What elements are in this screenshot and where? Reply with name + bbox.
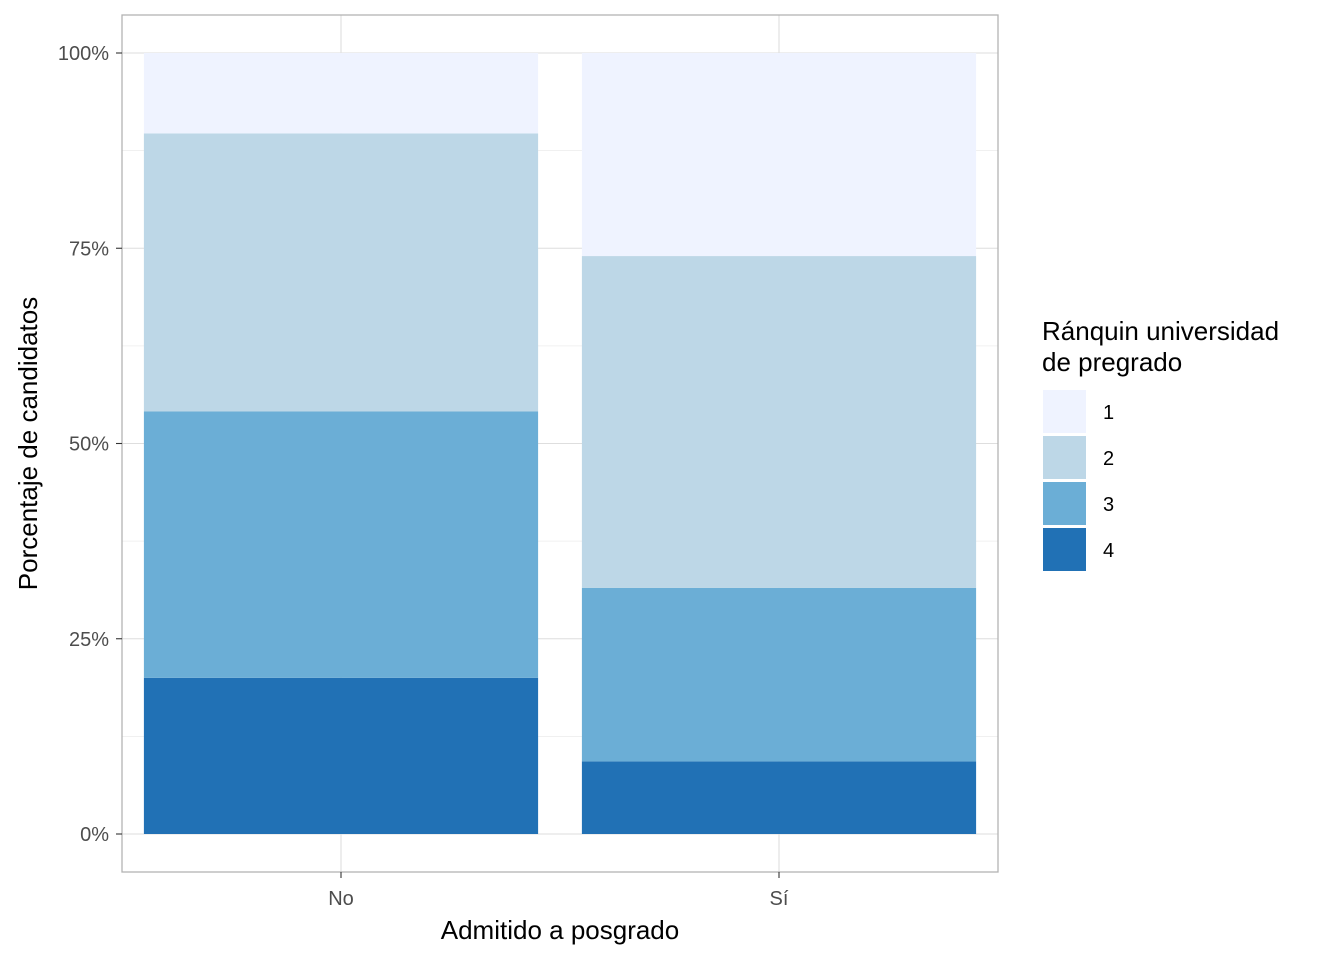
legend-title-line1: Ránquin universidad	[1042, 316, 1279, 346]
y-tick-label: 0%	[80, 824, 109, 846]
legend-key-2	[1043, 436, 1086, 479]
legend-label-4: 4	[1103, 540, 1114, 562]
legend-label-1: 1	[1103, 402, 1114, 424]
legend: Ránquin universidad de pregrado 1 2 3 4	[1042, 316, 1279, 571]
legend-key-4	[1043, 528, 1086, 571]
legend-title-line2: de pregrado	[1042, 347, 1182, 377]
bar-segment-No-rank-2	[143, 133, 539, 412]
bar-segment-No-rank-3	[143, 411, 539, 678]
x-axis-title: Admitido a posgrado	[441, 915, 679, 945]
legend-label-2: 2	[1103, 448, 1114, 470]
y-tick-label: 100%	[58, 43, 109, 65]
legend-key-3	[1043, 482, 1086, 525]
x-tick-label: No	[328, 888, 354, 910]
x-tick-label: Sí	[770, 888, 789, 910]
bar-segment-Sí-rank-2	[581, 256, 977, 588]
y-tick-label: 25%	[69, 629, 109, 651]
bar-segment-Sí-rank-3	[581, 587, 977, 762]
legend-key-1	[1043, 390, 1086, 433]
y-axis-title: Porcentaje de candidatos	[13, 297, 43, 590]
bar-segment-Sí-rank-1	[581, 53, 977, 257]
y-axis: 0% 25% 50% 75% 100%	[58, 43, 122, 846]
y-tick-label: 50%	[69, 434, 109, 456]
x-axis: No Sí	[328, 872, 789, 910]
bar-segment-No-rank-1	[143, 53, 539, 134]
bars	[143, 53, 977, 834]
y-tick-label: 75%	[69, 238, 109, 260]
bar-segment-No-rank-4	[143, 677, 539, 834]
bar-segment-Sí-rank-4	[581, 761, 977, 834]
legend-label-3: 3	[1103, 494, 1114, 516]
legend-items: 1 2 3 4	[1043, 390, 1114, 571]
